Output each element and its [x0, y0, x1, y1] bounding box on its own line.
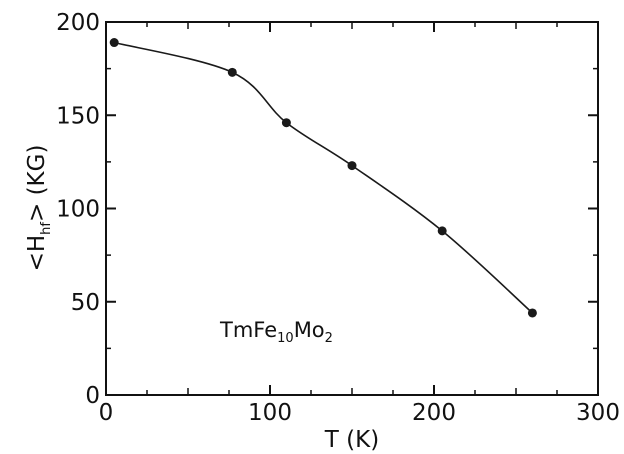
data-point: [527, 308, 537, 318]
y-tick-label: 50: [71, 290, 100, 316]
x-tick-label: 100: [248, 400, 292, 426]
data-point: [109, 38, 119, 48]
y-axis-title-prefix: <H: [24, 235, 50, 272]
x-tick-label: 0: [99, 400, 114, 426]
compound-annotation: TmFe10Mo2: [219, 318, 333, 346]
series-curve: [114, 41, 533, 314]
tick-labels: 0 50 100 150 200 0 100 200 300: [56, 10, 620, 426]
data-point: [347, 161, 357, 171]
y-axis-title: <Hhf> (KG): [24, 145, 54, 272]
annotation-part-2: Mo: [294, 318, 325, 342]
annotation-sub-2: 2: [325, 331, 333, 346]
data-point: [227, 67, 237, 77]
y-tick-label: 100: [56, 197, 100, 223]
axis-ticks: [105, 21, 599, 396]
y-axis-title-suffix: > (KG): [24, 145, 50, 222]
y-tick-label: 150: [56, 103, 100, 129]
x-tick-label: 200: [412, 400, 456, 426]
data-point: [437, 226, 447, 236]
annotation-sub-1: 10: [277, 331, 294, 346]
x-axis-title: T (K): [324, 427, 379, 453]
annotation-part-1: TmFe: [219, 318, 277, 342]
y-tick-label: 0: [85, 383, 100, 409]
data-point: [281, 118, 291, 128]
y-axis-title-subscript: hf: [39, 222, 54, 235]
plot-frame: [105, 21, 599, 396]
x-tick-label: 300: [576, 400, 620, 426]
data-markers: [109, 38, 537, 318]
y-tick-label: 200: [56, 10, 100, 36]
